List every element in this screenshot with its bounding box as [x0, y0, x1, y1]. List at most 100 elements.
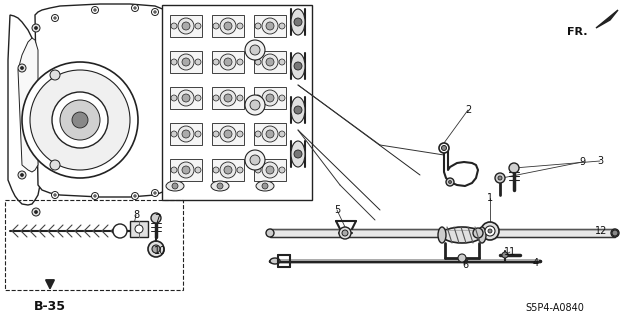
Circle shape: [509, 163, 519, 173]
Text: B-35: B-35: [34, 300, 66, 313]
Circle shape: [213, 95, 219, 101]
Circle shape: [502, 252, 508, 258]
Circle shape: [220, 54, 236, 70]
Text: FR.: FR.: [568, 27, 588, 37]
Ellipse shape: [442, 227, 482, 243]
Bar: [5, 200, 183, 290]
Circle shape: [30, 70, 130, 170]
Bar: [212, 51, 244, 73]
Circle shape: [182, 94, 190, 102]
Circle shape: [255, 95, 261, 101]
Circle shape: [473, 228, 483, 238]
Circle shape: [237, 167, 243, 173]
Circle shape: [294, 150, 302, 158]
Circle shape: [279, 167, 285, 173]
Circle shape: [134, 7, 136, 9]
Bar: [212, 87, 244, 109]
Circle shape: [224, 58, 232, 66]
Circle shape: [18, 171, 26, 179]
Circle shape: [245, 95, 265, 115]
Circle shape: [195, 95, 201, 101]
Circle shape: [20, 66, 24, 70]
Circle shape: [266, 58, 274, 66]
Circle shape: [35, 211, 38, 213]
Circle shape: [182, 130, 190, 138]
Circle shape: [488, 229, 492, 233]
Ellipse shape: [291, 53, 305, 79]
Circle shape: [294, 106, 302, 114]
Circle shape: [92, 6, 99, 13]
Polygon shape: [35, 4, 170, 197]
Circle shape: [178, 90, 194, 106]
Circle shape: [266, 130, 274, 138]
Circle shape: [262, 18, 278, 34]
Circle shape: [51, 191, 58, 198]
Ellipse shape: [478, 227, 486, 243]
Bar: [170, 15, 202, 37]
Bar: [170, 51, 202, 73]
Circle shape: [134, 195, 136, 197]
Circle shape: [54, 194, 56, 196]
Circle shape: [224, 22, 232, 30]
Bar: [212, 159, 244, 181]
Circle shape: [94, 195, 96, 197]
Circle shape: [35, 26, 38, 29]
Circle shape: [255, 59, 261, 65]
Circle shape: [250, 155, 260, 165]
Text: 5: 5: [334, 205, 340, 215]
Circle shape: [32, 208, 40, 216]
Circle shape: [18, 64, 26, 72]
Text: 4: 4: [533, 258, 539, 268]
Circle shape: [612, 230, 618, 236]
Circle shape: [60, 100, 100, 140]
Circle shape: [266, 166, 274, 174]
Circle shape: [22, 62, 138, 178]
Bar: [254, 51, 286, 73]
Text: 10: 10: [154, 246, 166, 256]
Circle shape: [262, 162, 278, 178]
Circle shape: [195, 167, 201, 173]
Circle shape: [195, 23, 201, 29]
Polygon shape: [8, 15, 42, 205]
Circle shape: [220, 18, 236, 34]
Circle shape: [294, 62, 302, 70]
Circle shape: [152, 245, 160, 253]
Circle shape: [213, 59, 219, 65]
Circle shape: [178, 126, 194, 142]
Circle shape: [262, 90, 278, 106]
Circle shape: [171, 95, 177, 101]
Circle shape: [178, 18, 194, 34]
Circle shape: [255, 23, 261, 29]
Circle shape: [255, 167, 261, 173]
Text: 11: 11: [504, 247, 516, 257]
Circle shape: [224, 166, 232, 174]
Text: 1: 1: [487, 193, 493, 203]
Circle shape: [154, 11, 156, 13]
Circle shape: [279, 59, 285, 65]
Circle shape: [171, 167, 177, 173]
Text: 9: 9: [579, 157, 585, 167]
Circle shape: [171, 131, 177, 137]
Circle shape: [20, 174, 24, 176]
Circle shape: [51, 14, 58, 21]
Circle shape: [50, 160, 60, 170]
Circle shape: [152, 189, 159, 197]
Circle shape: [339, 227, 351, 239]
Circle shape: [178, 162, 194, 178]
Text: 8: 8: [133, 210, 139, 220]
Circle shape: [237, 59, 243, 65]
Bar: [254, 15, 286, 37]
Ellipse shape: [611, 229, 619, 237]
Circle shape: [178, 54, 194, 70]
Circle shape: [279, 23, 285, 29]
Circle shape: [171, 23, 177, 29]
Circle shape: [171, 59, 177, 65]
Circle shape: [32, 24, 40, 32]
Circle shape: [245, 40, 265, 60]
Bar: [170, 87, 202, 109]
Circle shape: [135, 225, 143, 233]
Circle shape: [262, 126, 278, 142]
Circle shape: [213, 23, 219, 29]
Ellipse shape: [291, 97, 305, 123]
Circle shape: [449, 181, 451, 183]
